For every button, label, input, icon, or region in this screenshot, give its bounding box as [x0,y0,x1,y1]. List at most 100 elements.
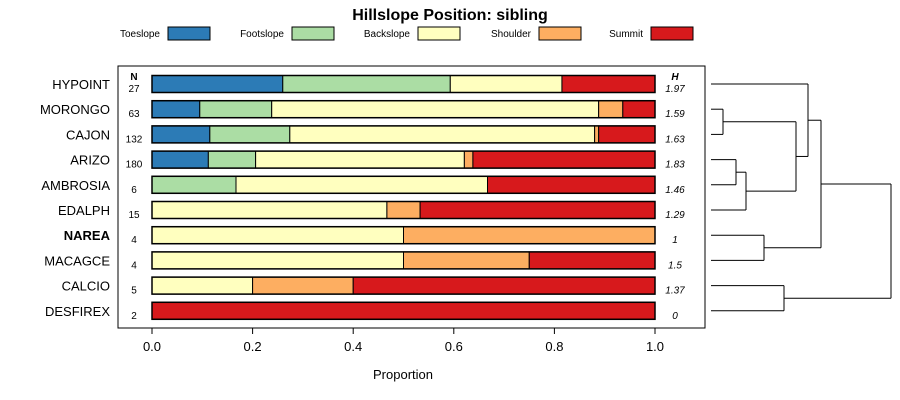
bar-outline [151,251,656,270]
bar-segment-summit [528,251,656,270]
legend-swatch-summit [650,26,694,41]
x-tick-label: 0.2 [244,339,262,354]
bar-segment-backslope [151,276,254,295]
bar-row: MORONGO 63 1.59 [40,99,685,120]
h-value: 1.97 [665,84,685,95]
bar-segment-summit [622,100,656,119]
category-label: CAJON [66,127,110,142]
bar-segment-shoulder [403,226,656,245]
bar-row: AMBROSIA 6 1.46 [41,175,685,196]
bar-row: MACAGCE 4 1.5 [44,251,682,271]
bar-segment-summit [151,301,656,320]
bar-rows: HYPOINT 27 1.97 MORONGO 63 1.59 CAJON 132 1.63 AR… [40,74,685,322]
h-column-header: H [671,72,679,83]
legend-swatch-footslope [291,26,335,41]
bar-segment-footslope [207,150,257,169]
legend-swatch-backslope [417,26,461,41]
h-value: 1.46 [665,185,685,196]
legend-label-toeslope: Toeslope [120,29,160,40]
dendrogram [711,83,892,312]
n-value: 27 [128,84,140,95]
bar-row: ARIZO 180 1.83 [70,150,685,171]
bar-segment-backslope [151,226,404,245]
h-value: 1.29 [665,210,685,221]
bar-row: HYPOINT 27 1.97 [52,74,685,95]
bar-outline [151,225,656,245]
legend-label-footslope: Footslope [240,29,284,40]
bar-segment-backslope [271,100,600,119]
bar-outline [151,276,656,295]
bar-segment-backslope [151,251,404,270]
h-value: 1.83 [665,160,685,171]
category-label: EDALPH [58,203,110,218]
category-label: CALCIO [62,279,110,294]
bar-row: CAJON 132 1.63 [66,125,685,145]
bar-segment-toeslope [151,125,211,144]
n-value: 132 [126,134,143,145]
x-tick-label: 0.0 [143,339,161,354]
x-tick-label: 0.4 [344,339,362,354]
legend-swatch-toeslope [167,26,211,41]
x-tick-label: 1.0 [646,339,664,354]
bar-outline [151,74,656,94]
plot-frame [117,65,706,329]
legend-swatch-shoulder [538,26,582,41]
x-axis-label: Proportion [373,367,433,382]
bar-segment-backslope [151,201,388,219]
bar-outline [151,99,656,119]
h-value: 0 [672,311,678,322]
n-column-header: N [130,72,137,83]
bar-row: DESFIREX 2 0 [45,301,678,322]
bar-segment-backslope [255,150,465,169]
n-value: 15 [128,210,140,221]
bar-segment-backslope [289,125,596,144]
category-label: MORONGO [40,102,110,117]
h-value: 1.5 [668,260,682,271]
bar-segment-shoulder [594,125,600,144]
n-value: 4 [131,260,137,271]
bar-segment-summit [598,125,656,144]
bar-segment-toeslope [151,100,201,119]
bar-segment-footslope [199,100,273,119]
category-label: ARIZO [70,153,110,168]
h-value: 1.37 [665,286,685,297]
category-label: NAREA [64,228,111,243]
x-axis: 0.0 0.2 0.4 0.6 0.8 1.0 [143,328,664,354]
bar-segment-shoulder [252,276,354,295]
bar-segment-footslope [209,125,291,144]
legend-label-shoulder: Shoulder [491,29,532,40]
category-label: DESFIREX [45,304,110,319]
bar-segment-shoulder [463,150,474,169]
bar-outline [151,200,656,220]
category-label: MACAGCE [44,253,110,268]
bar-segment-summit [419,201,656,219]
n-value: 2 [131,311,137,322]
h-value: 1.59 [665,109,685,120]
bar-segment-shoulder [403,251,530,270]
h-value: 1 [672,235,678,246]
h-value: 1.63 [665,134,685,145]
category-label: HYPOINT [52,77,110,92]
legend-label-summit: Summit [609,29,643,40]
legend: Toeslope Footslope Backslope Shoulder Summit [120,26,694,41]
bar-row: EDALPH 15 1.29 [58,200,685,221]
n-value: 6 [131,185,137,196]
x-tick-label: 0.6 [445,339,463,354]
category-label: AMBROSIA [41,178,110,193]
bar-segment-summit [472,150,656,169]
n-value: 63 [128,109,140,120]
bar-outline [151,150,656,169]
n-value: 4 [131,235,137,246]
bar-segment-toeslope [151,75,284,93]
bar-segment-footslope [282,75,451,93]
bar-segment-backslope [449,75,563,93]
bar-outline [151,301,656,321]
bar-segment-shoulder [386,201,421,219]
bar-segment-shoulder [598,100,624,119]
legend-label-backslope: Backslope [364,29,411,40]
bar-outline [151,175,656,195]
bar-segment-backslope [235,175,488,194]
bar-segment-footslope [151,175,237,194]
n-value: 5 [131,286,137,297]
